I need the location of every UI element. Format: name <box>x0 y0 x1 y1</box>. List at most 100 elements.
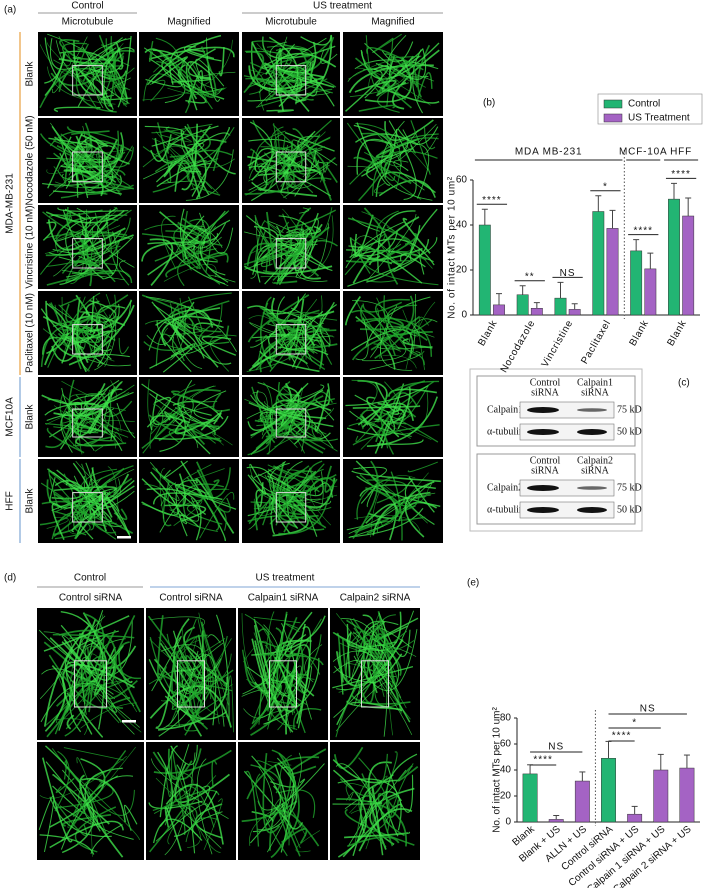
y-tick-label: 0 <box>505 817 511 828</box>
microtubule <box>286 665 302 711</box>
microtubule <box>299 480 318 499</box>
column-header: Magnified <box>167 17 210 28</box>
microtubule <box>262 470 314 526</box>
microtubule <box>199 212 234 254</box>
microtubule <box>52 510 91 540</box>
microtubule <box>149 636 200 724</box>
microtubule <box>149 461 180 501</box>
microtubule <box>300 134 321 157</box>
microtubule <box>348 60 406 80</box>
microtubule <box>247 402 297 431</box>
microtubule <box>366 255 381 260</box>
microtubule <box>381 41 414 63</box>
row-label: Blank <box>25 403 36 429</box>
microtubule <box>268 627 284 670</box>
microtubule <box>159 406 186 452</box>
microtubule <box>364 57 412 103</box>
microtubule <box>118 641 141 713</box>
microtubule <box>153 58 194 100</box>
microtubule <box>46 517 69 529</box>
microtubule <box>167 748 193 781</box>
panel-label: (d) <box>4 573 16 584</box>
microtubule <box>351 235 391 257</box>
microtubule <box>214 505 227 531</box>
microtubule <box>178 303 223 337</box>
microtubule <box>252 652 321 724</box>
microtubule <box>182 464 225 482</box>
microtubule <box>160 129 192 143</box>
microtubule <box>98 494 113 518</box>
microtubule <box>373 418 407 425</box>
microtubule <box>253 220 266 271</box>
microtubule <box>366 396 400 438</box>
microtubule <box>271 797 290 846</box>
microtubule <box>212 433 233 446</box>
microtubule <box>110 237 130 286</box>
microtubule <box>278 789 316 818</box>
microtubule <box>55 231 128 253</box>
column-header: Microtubule <box>62 17 114 28</box>
microtubules <box>142 34 236 114</box>
microtubule <box>207 634 221 644</box>
microtubule <box>53 106 101 113</box>
microtubules <box>345 33 440 114</box>
microtubule <box>283 155 320 169</box>
microtubule <box>283 418 307 436</box>
microtubule <box>180 162 211 173</box>
microtubule <box>398 123 437 160</box>
microtubule <box>147 245 195 276</box>
microtubule <box>49 758 106 828</box>
microtubule <box>171 77 212 83</box>
significance: **** <box>671 169 691 180</box>
microtubule <box>53 244 86 277</box>
group-label: HFF <box>670 147 692 158</box>
microtubule <box>65 661 93 735</box>
blot-box <box>476 375 636 447</box>
microtubule <box>333 746 364 769</box>
microtubule <box>172 336 223 355</box>
microtubule <box>366 47 424 71</box>
bar <box>554 297 567 316</box>
microtubule <box>79 231 128 256</box>
microtubule <box>354 515 421 532</box>
blot-band <box>527 429 559 435</box>
microtubule <box>389 422 432 441</box>
microtubule <box>61 260 116 283</box>
microtubule <box>85 314 101 321</box>
microtubule <box>261 58 278 69</box>
microtubule <box>195 58 225 87</box>
microtubule <box>377 792 397 847</box>
bar <box>568 309 581 316</box>
microtubule <box>160 180 205 191</box>
microtubule <box>49 130 119 147</box>
microtubule <box>270 785 282 815</box>
microtubule <box>337 778 402 831</box>
microtubule <box>154 415 229 440</box>
microtubule <box>255 773 288 857</box>
microtubule <box>48 165 120 197</box>
microtubule <box>263 47 309 76</box>
microtubule <box>183 41 222 62</box>
microtubule <box>248 353 308 372</box>
microtubule <box>385 326 435 350</box>
microtubules <box>346 460 441 541</box>
microtubule <box>259 409 298 449</box>
microtubules <box>246 460 338 537</box>
microtubule <box>180 130 202 176</box>
microtubule <box>286 498 323 508</box>
microtubule <box>378 617 419 640</box>
microtubule <box>200 621 228 689</box>
panel-label: (a) <box>4 5 16 16</box>
blot-column: Control <box>530 377 561 388</box>
microtubule <box>57 207 129 212</box>
microtubule <box>48 468 60 510</box>
scale-bar <box>117 536 131 539</box>
microtubule <box>367 214 417 281</box>
blot-size: 50 kD <box>617 504 642 515</box>
microtubule <box>211 759 218 788</box>
zoom-box <box>275 238 307 269</box>
microtubule <box>53 486 117 492</box>
microtubule <box>146 488 202 541</box>
microtubule <box>369 351 421 370</box>
microtubule <box>63 747 124 761</box>
